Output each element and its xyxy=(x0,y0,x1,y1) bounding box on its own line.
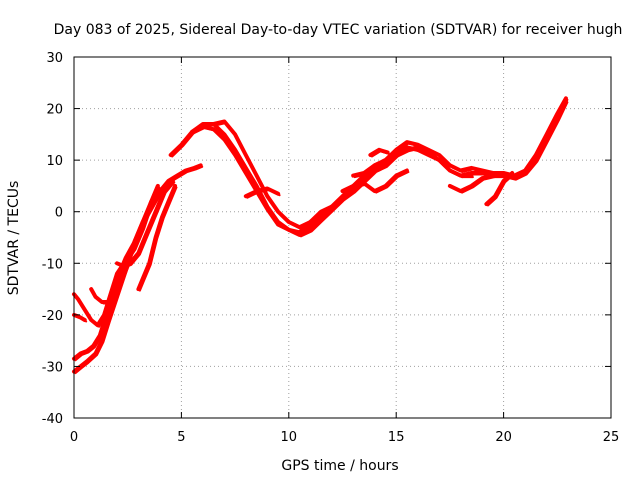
ticks xyxy=(73,56,612,419)
series-line-track-q xyxy=(368,147,390,157)
series-line-track-a xyxy=(72,163,203,374)
series-line-track-m-shadow xyxy=(353,147,474,179)
tick-labels: 0 5 10 15 20 25 -40 -30 -20 -10 0 10 20 30 xyxy=(42,51,620,445)
x-tick-label: 25 xyxy=(603,430,620,445)
y-tick-label: -30 xyxy=(42,360,63,375)
y-tick-label: -40 xyxy=(42,412,63,427)
series-line-track-d-shadow xyxy=(74,315,88,323)
y-tick-label: -20 xyxy=(42,309,63,324)
plot-frame xyxy=(73,56,612,419)
series-line-track-n-shadow xyxy=(343,171,410,194)
series-line-track-o-shadow xyxy=(450,176,496,194)
series-line-track-p-shadow xyxy=(486,173,515,207)
y-tick-label: 10 xyxy=(46,154,63,169)
x-tick-label: 10 xyxy=(281,430,298,445)
series-line-track-q-shadow xyxy=(370,150,391,158)
series-line-track-l-shadow xyxy=(300,207,335,235)
x-tick-label: 20 xyxy=(495,430,512,445)
y-tick-label: -10 xyxy=(42,257,63,272)
series-line-track-k-shadow xyxy=(246,189,281,199)
grid xyxy=(74,57,611,418)
y-axis-label: SDTVAR / TECUs xyxy=(6,181,22,296)
x-tick-label: 0 xyxy=(70,430,78,445)
series-line-track-f xyxy=(115,178,175,268)
series-line-track-i xyxy=(190,98,568,237)
series-line-track-f-shadow xyxy=(117,181,176,269)
series-group xyxy=(72,96,569,375)
series-line-track-p xyxy=(484,171,515,206)
x-tick-label: 15 xyxy=(388,430,405,445)
x-tick-label: 5 xyxy=(177,430,185,445)
series-line-track-b xyxy=(72,199,154,361)
y-tick-label: 20 xyxy=(46,103,63,118)
y-tick-label: 30 xyxy=(46,51,63,66)
series-line-track-g-shadow xyxy=(138,186,178,292)
y-tick-label: 0 xyxy=(55,206,63,221)
chart-title: Day 083 of 2025, Sidereal Day-to-day VTE… xyxy=(54,22,623,38)
series-line-track-i-shadow xyxy=(192,101,569,238)
x-axis-label: GPS time / hours xyxy=(281,458,398,474)
series-line-track-l xyxy=(297,204,334,235)
series-line-track-e-shadow xyxy=(91,263,131,305)
series-line-track-g xyxy=(136,183,177,292)
